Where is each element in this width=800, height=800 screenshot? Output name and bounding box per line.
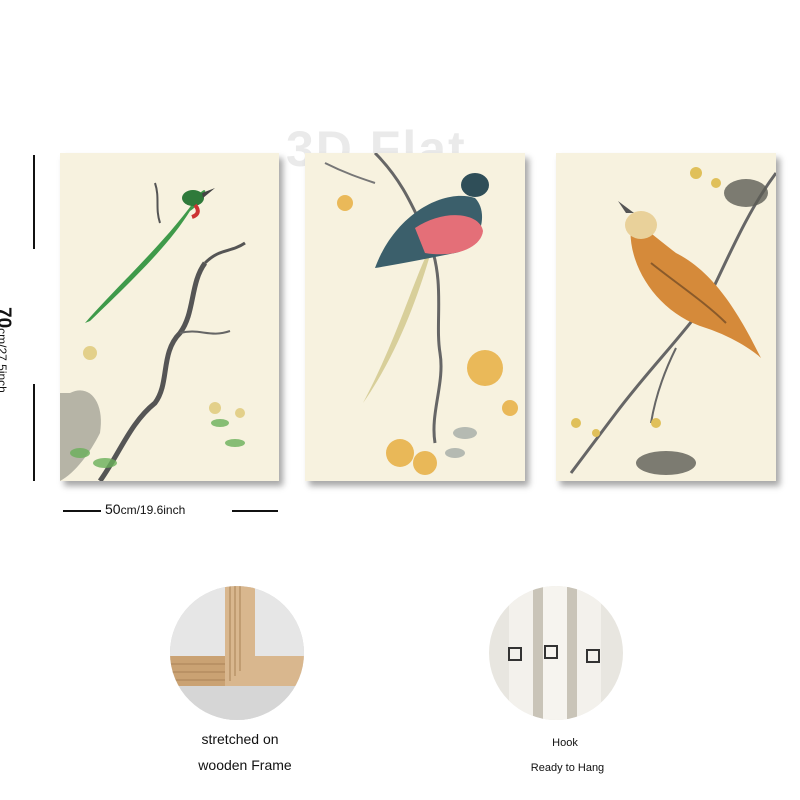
canvas-panel-3 — [556, 153, 776, 481]
height-label: 70cm/27.5inch — [0, 307, 14, 393]
width-label: 50cm/19.6inch — [105, 501, 185, 517]
wooden-frame-icon — [170, 586, 304, 720]
green-bird-painting — [60, 153, 279, 481]
long-tailed-bird-painting — [305, 153, 525, 481]
height-value: 70 — [0, 307, 14, 329]
orange-bird-painting — [556, 153, 776, 481]
hook-caption-line2: Ready to Hang — [530, 762, 605, 774]
canvas-panel-2 — [305, 153, 525, 481]
height-unit: cm/27.5inch — [0, 328, 9, 393]
width-unit: cm/19.6inch — [120, 503, 186, 517]
canvas-panel-1 — [60, 153, 279, 481]
hook-icon — [489, 586, 623, 720]
width-line-left — [63, 510, 101, 512]
height-line-top — [33, 155, 35, 249]
width-line-right — [232, 510, 278, 512]
hook-caption-line1: Hook — [552, 737, 578, 749]
height-line-bottom — [33, 384, 35, 481]
frame-caption-line2: wooden Frame — [198, 757, 292, 773]
wooden-frame-photo — [170, 586, 304, 720]
hook-photo — [489, 586, 623, 720]
frame-caption-line1: stretched on — [201, 731, 279, 747]
width-value: 50 — [105, 501, 121, 517]
